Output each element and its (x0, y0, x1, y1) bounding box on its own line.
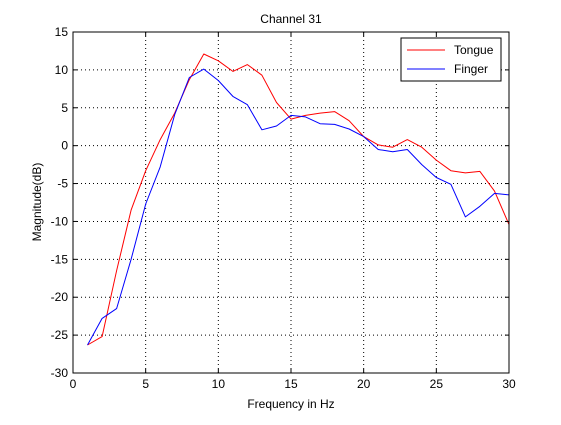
y-tick-label: 15 (55, 25, 69, 39)
legend-box (400, 37, 502, 82)
x-tick-label: 25 (430, 377, 444, 391)
y-axis-label: Magnitude(dB) (30, 163, 44, 242)
x-tick-label: 20 (357, 377, 371, 391)
series-line-tongue (87, 53, 510, 346)
y-tick-label: 5 (61, 101, 68, 115)
y-tick-label: -20 (51, 290, 69, 304)
chart-title: Channel 31 (260, 12, 322, 26)
y-tick-label: -25 (51, 328, 69, 342)
y-tick-label: -15 (51, 252, 69, 266)
y-tick-label: -30 (51, 366, 69, 380)
series-group (87, 53, 510, 346)
x-tick-label: 15 (284, 377, 298, 391)
y-tick-label: -5 (57, 177, 68, 191)
series-line-finger (87, 68, 510, 346)
x-tick-label: 5 (142, 377, 149, 391)
x-tick-label: 10 (212, 377, 226, 391)
grid-lines (73, 32, 509, 373)
x-tick-label: 30 (502, 377, 516, 391)
legend-label-tongue: Tongue (454, 43, 494, 57)
plot-area (73, 32, 509, 373)
legend-label-finger: Finger (454, 62, 488, 76)
legend: Tongue Finger (400, 37, 502, 82)
y-tick-label: 10 (55, 63, 69, 77)
y-tick-label: 0 (61, 139, 68, 153)
axis-ticks: 0 5 10 15 20 25 30 -30 -25 -20 -15 -10 -5 0 5 10 15 (51, 25, 516, 391)
x-axis-label: Frequency in Hz (247, 397, 334, 411)
x-tick-label: 0 (70, 377, 77, 391)
y-tick-label: -10 (51, 214, 69, 228)
